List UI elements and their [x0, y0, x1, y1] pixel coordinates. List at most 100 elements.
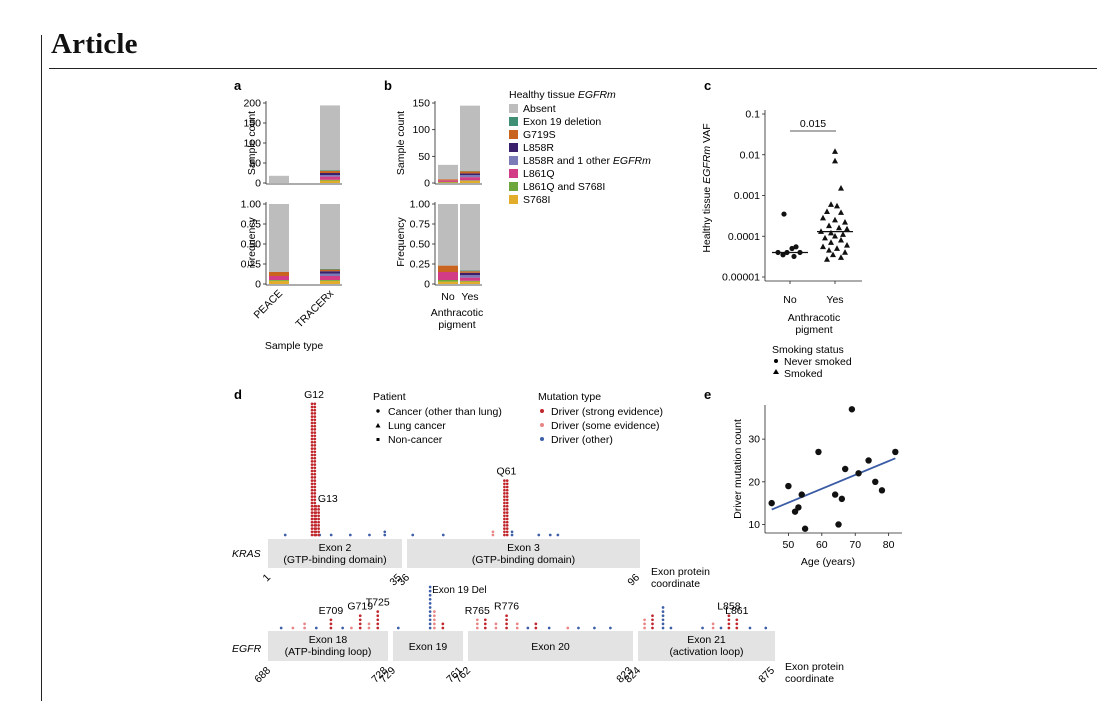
kras-hotspot-dot2-1-5 — [317, 517, 321, 521]
legend-swatch-1 — [509, 117, 518, 126]
egfr-hotspot-dot-5-1 — [505, 622, 508, 626]
c-point-14 — [838, 209, 844, 215]
bar-yticklabel-3-0: 0 — [424, 279, 430, 291]
egfr-hotspot-label-6: L858 — [717, 601, 741, 613]
a-count-ylabel: Sample count — [246, 111, 258, 175]
bar-seg-2-1-6 — [460, 170, 480, 172]
bar-seg-2-1-0 — [460, 180, 480, 183]
egfr-minor-dot-17-0 — [577, 626, 580, 630]
e-point-1 — [785, 482, 792, 490]
kras-minor-dot-11-0 — [548, 533, 552, 537]
c-point-12 — [834, 202, 840, 209]
c-point-23 — [840, 231, 846, 237]
egfr-minor-dot-12-0 — [515, 626, 519, 630]
kras-hotspot-dot2-1-6 — [317, 514, 321, 518]
e-point-14 — [872, 478, 879, 485]
bar-seg-1-1-6 — [320, 268, 340, 270]
egfr-minor-dot-26-0 — [719, 626, 723, 630]
bar-seg-2-0-0 — [438, 182, 458, 183]
egfr-minor-dot-14-0 — [534, 626, 538, 630]
c-legend-smoked: Smoked — [784, 368, 823, 380]
kras-minor-dot-6-0 — [411, 533, 415, 537]
e-point-12 — [855, 470, 862, 477]
kras-hotspot-dot2-1-8 — [317, 508, 321, 511]
d-patient-noncancer-marker — [376, 438, 380, 441]
egfr-minor-dot-20-0 — [643, 626, 646, 630]
egfr-minor-dot-22-3 — [661, 614, 665, 618]
d-mutation-strong: Driver (strong evidence) — [551, 406, 663, 418]
bar-seg-1-1-1 — [320, 280, 340, 281]
kras-hotspot-dot-0-2 — [310, 527, 314, 530]
e-ylabel: Driver mutation count — [732, 419, 744, 519]
legend-label-5: L861Q — [523, 168, 555, 180]
kras-hotspot-dot-1-4 — [314, 520, 318, 524]
egfr-hotspot-dot-1-2 — [358, 618, 362, 622]
kras-hotspot-dot-2-1 — [503, 530, 506, 534]
bar-seg-2-0-2 — [438, 180, 458, 182]
b-count-ylabel: Sample count — [395, 111, 407, 175]
bar-seg-3-0-7 — [438, 204, 458, 266]
egfr-minor-dot-2-1 — [303, 622, 306, 626]
bar-seg-2-1-1 — [460, 180, 480, 181]
kras-hotspot-dot-0-5 — [310, 517, 314, 521]
egfr-minor-dot-27-0 — [748, 626, 752, 630]
bar-seg-0-1-2 — [320, 176, 340, 180]
kras-hotspot-dot-0-27 — [310, 447, 314, 450]
kras-hotspot-dot-0-3 — [310, 524, 314, 527]
e-xticklabel-0: 50 — [783, 539, 795, 551]
egfr-minor-dot-8-0 — [433, 626, 436, 630]
kras-hotspot-dot2-0-15 — [313, 485, 317, 489]
d-mutation-other-marker — [540, 437, 544, 441]
kras-coord-label-2: coordinate — [651, 578, 700, 590]
kras-exon-box-1 — [407, 539, 640, 568]
kras-hotspot-dot-0-22 — [310, 463, 314, 466]
egfr-hotspot-dot-3-10 — [428, 585, 432, 589]
bar-seg-2-0-7 — [438, 164, 458, 180]
bar-seg-1-1-0 — [320, 280, 340, 284]
legend-label-3: L858R — [523, 142, 554, 154]
d-mutation-strong-marker — [540, 409, 544, 413]
e-xlabel: Age (years) — [801, 556, 855, 568]
egfr-minor-dot-6-0 — [367, 626, 371, 630]
egfr-minor-dot-7-0 — [396, 626, 400, 630]
bar-yticklabel-3-3: 0.75 — [410, 219, 431, 231]
kras-hotspot-dot2-2-14 — [505, 488, 509, 492]
c-point-4 — [784, 249, 790, 256]
kras-hotspot-dot-0-14 — [310, 488, 314, 492]
c-point-21 — [818, 228, 824, 234]
b-xtick-1: Yes — [461, 291, 478, 303]
panel-label-b: b — [384, 78, 392, 93]
egfr-hotspot-dot-5-0 — [505, 626, 508, 630]
kras-hotspot-dot2-1-9 — [317, 504, 321, 508]
c-point-33 — [830, 251, 836, 258]
egfr-minor-dot-25-1 — [711, 622, 715, 626]
bar-yticklabel-0-2: 100 — [243, 138, 261, 150]
bar-yticklabel-1-4: 1.00 — [241, 199, 262, 211]
kras-minor-dot-9-0 — [510, 533, 514, 537]
kras-hotspot-dot-0-1 — [310, 530, 314, 534]
legend-swatch-5 — [509, 169, 518, 178]
kras-hotspot-dot-2-10 — [503, 501, 506, 505]
kras-hotspot-dot-0-20 — [310, 469, 314, 473]
egfr-minor-dot-1-0 — [291, 626, 295, 630]
c-point-3 — [775, 249, 781, 256]
kras-hotspot-dot-0-16 — [310, 482, 314, 486]
bar-seg-1-0-7 — [269, 204, 289, 272]
kras-hotspot-dot2-1-7 — [317, 511, 321, 514]
kras-hotspot-dot-0-30 — [310, 437, 314, 441]
c-point-17 — [842, 218, 848, 225]
c-xlabel-line2: pigment — [795, 324, 832, 336]
kras-hotspot-dot-0-4 — [310, 520, 314, 524]
c-point-32 — [842, 249, 848, 255]
e-point-6 — [815, 448, 822, 456]
egfr-hotspot-dot-2-1 — [376, 622, 380, 626]
kras-hotspot-dot2-0-35 — [313, 421, 317, 425]
kras-hotspot-dot2-2-13 — [505, 492, 509, 495]
bar-yticklabel-2-1: 50 — [418, 151, 430, 163]
c-point-22 — [828, 229, 834, 236]
kras-hotspot-dot-2-12 — [503, 495, 506, 498]
egfr-coord-label-2: coordinate — [785, 673, 834, 685]
egfr-minor-dot-0-0 — [279, 626, 283, 630]
egfr-hotspot-dot-1-0 — [358, 626, 362, 630]
bar-seg-3-1-7 — [460, 204, 480, 271]
